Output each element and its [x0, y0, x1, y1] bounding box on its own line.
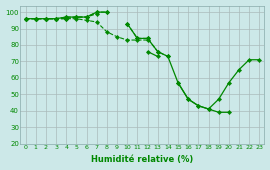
X-axis label: Humidité relative (%): Humidité relative (%) [91, 155, 194, 164]
